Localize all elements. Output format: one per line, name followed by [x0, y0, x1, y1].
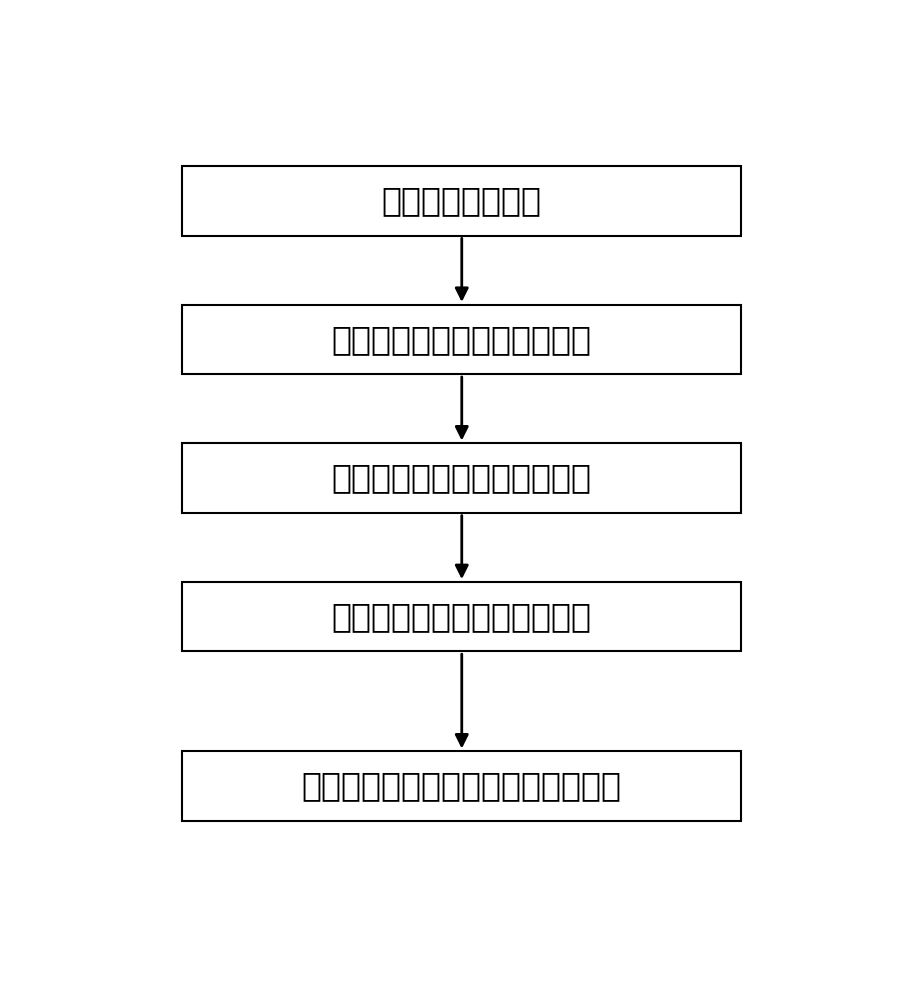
Text: 底座特征单元的形状尺寸修正: 底座特征单元的形状尺寸修正	[332, 600, 592, 633]
Bar	[182, 751, 741, 821]
Text: 爪部特征单元的形状尺寸修正: 爪部特征单元的形状尺寸修正	[332, 323, 592, 356]
Bar	[182, 443, 741, 513]
Bar	[182, 305, 741, 374]
Bar	[182, 166, 741, 235]
Text: 局部形状尺寸完善和完整数模的构造: 局部形状尺寸完善和完整数模的构造	[302, 770, 622, 803]
Text: 初始形状尺寸确定: 初始形状尺寸确定	[382, 184, 542, 217]
Text: 凸台特征单元的形状尺寸修正: 凸台特征单元的形状尺寸修正	[332, 462, 592, 495]
Bar	[182, 582, 741, 651]
